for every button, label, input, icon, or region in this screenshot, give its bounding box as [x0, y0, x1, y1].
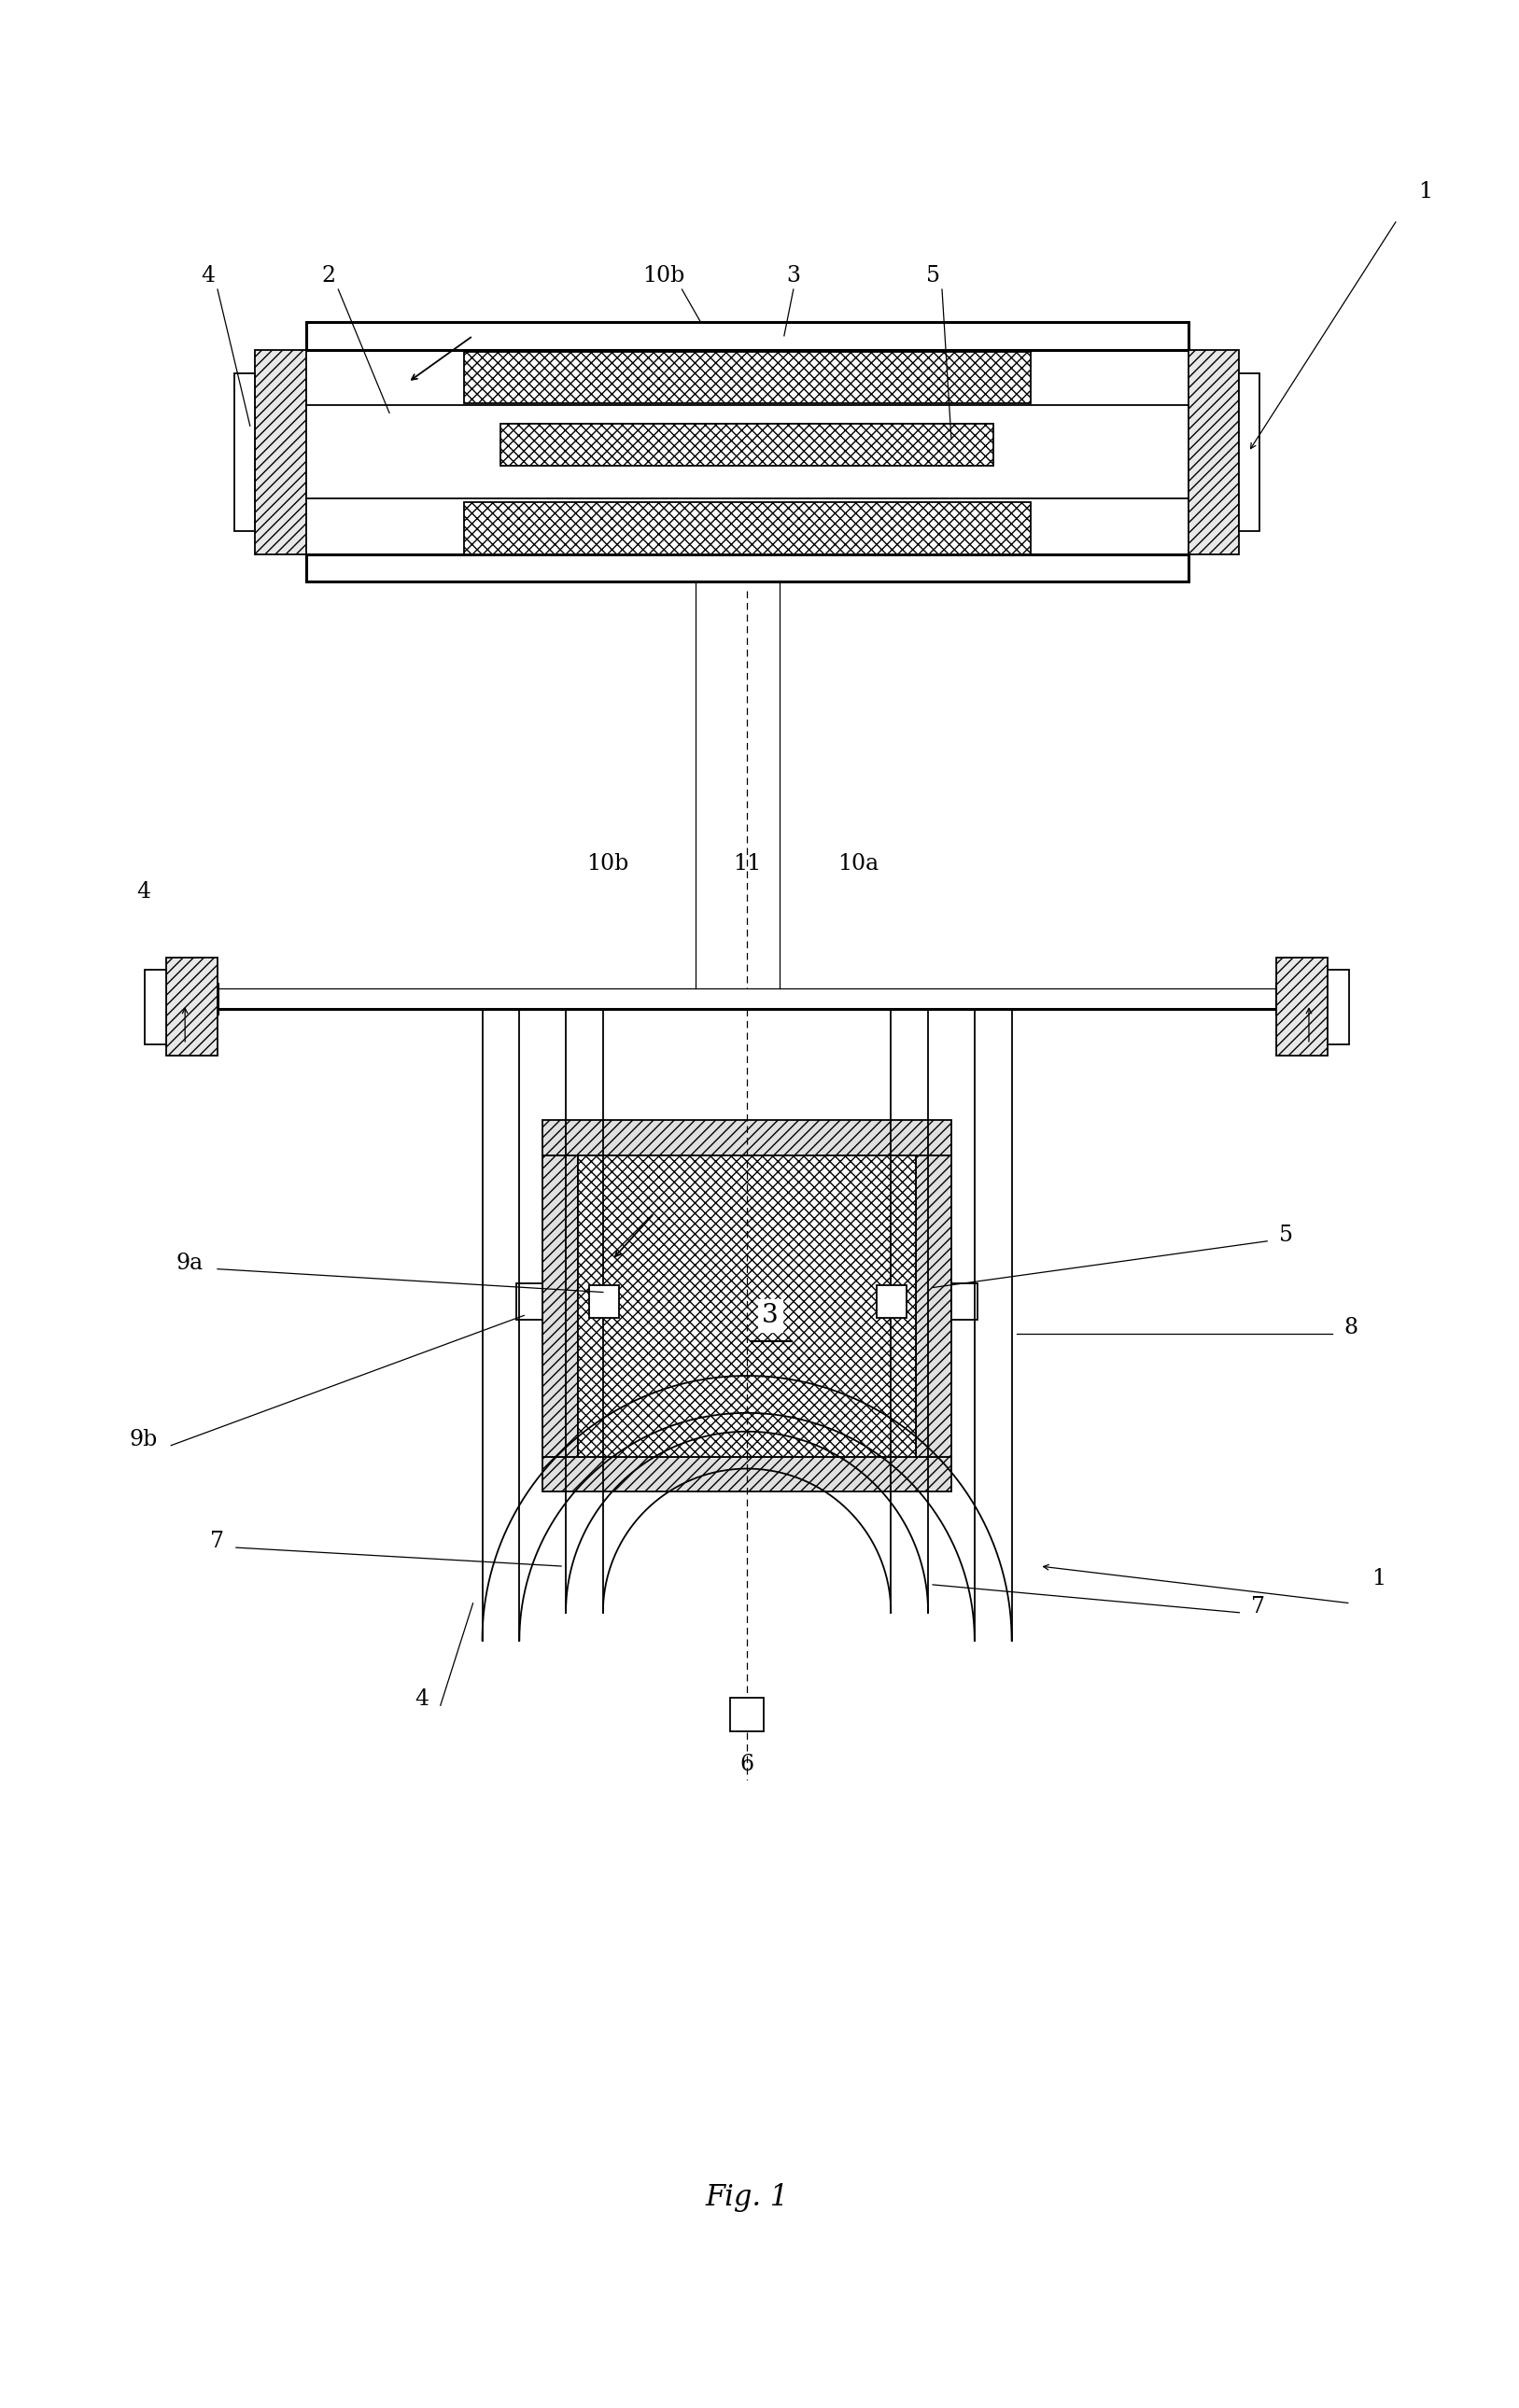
Bar — [951, 1283, 977, 1320]
Bar — [589, 1286, 618, 1317]
Text: 1: 1 — [1372, 1568, 1385, 1589]
Text: 5: 5 — [1279, 1223, 1293, 1245]
Bar — [255, 349, 305, 554]
Bar — [305, 323, 1188, 349]
Bar — [542, 1120, 951, 1156]
Text: 3: 3 — [763, 1303, 778, 1329]
Bar — [916, 1156, 951, 1457]
Bar — [577, 1156, 916, 1457]
Bar — [463, 352, 1030, 405]
Text: 8: 8 — [1344, 1317, 1358, 1339]
Bar — [1240, 373, 1259, 530]
Text: 4: 4 — [415, 1688, 428, 1710]
Text: 5: 5 — [925, 265, 940, 287]
Text: 11: 11 — [732, 852, 761, 874]
Bar — [1188, 349, 1240, 554]
Text: 2: 2 — [322, 265, 336, 287]
Text: 6: 6 — [740, 1753, 753, 1775]
Bar — [234, 373, 255, 530]
Bar — [305, 554, 1188, 583]
Text: 4: 4 — [201, 265, 216, 287]
Text: 1: 1 — [1417, 181, 1432, 202]
Bar — [146, 970, 167, 1045]
Bar — [731, 1698, 764, 1731]
Bar — [516, 1283, 542, 1320]
Bar — [542, 1457, 951, 1493]
Text: 7: 7 — [211, 1531, 225, 1553]
Text: 9a: 9a — [176, 1252, 204, 1274]
Bar — [463, 501, 1030, 554]
Text: 10b: 10b — [586, 852, 629, 874]
Text: Fig. 1: Fig. 1 — [705, 2184, 788, 2213]
Bar — [876, 1286, 907, 1317]
Bar — [542, 1156, 577, 1457]
Bar — [1276, 958, 1328, 1055]
Text: 10b: 10b — [643, 265, 685, 287]
Bar — [1328, 970, 1349, 1045]
Text: 3: 3 — [787, 265, 801, 287]
Bar — [501, 424, 993, 465]
Bar — [167, 958, 217, 1055]
Text: 9b: 9b — [129, 1428, 158, 1450]
Text: 7: 7 — [1250, 1597, 1265, 1618]
Text: 4: 4 — [137, 881, 150, 903]
Text: 10a: 10a — [838, 852, 880, 874]
